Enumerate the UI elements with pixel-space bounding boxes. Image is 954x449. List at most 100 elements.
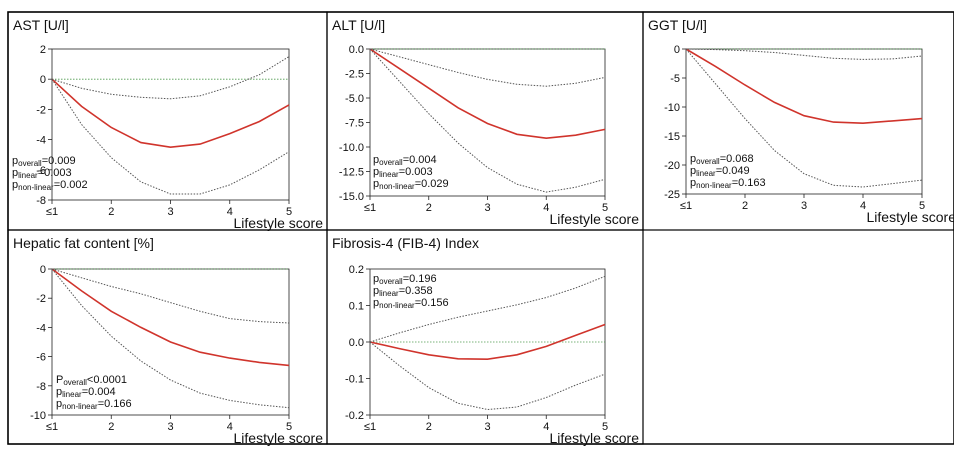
p-value-non-linear: pnon-linear=0.156 [373,297,449,310]
series-ci-lower [369,48,606,193]
series-ci-upper [369,275,606,343]
series-estimate [369,323,606,361]
y-tick-label: -2.5 [345,69,364,81]
x-tick-label: 5 [286,206,292,218]
p-value-overall: poverall=0.068 [690,153,754,166]
y-tick-label: 0 [674,44,680,56]
y-tick-label: -8 [36,381,46,393]
x-tick-label: ≤1 [364,202,376,214]
y-tick-label: 0.2 [349,264,364,276]
x-axis-label: Lifestyle score [550,211,640,227]
p-value-linear: plinear=0.003 [373,166,433,179]
panel-title: GGT [U/l] [648,17,707,33]
p-value-non-linear: pnon-linear=0.166 [56,398,132,411]
y-tick-label: -20 [664,160,680,172]
y-tick-label: -10.0 [339,142,364,154]
panel-2: ALT [U/l] -15.0 -12.5 -10.0 -7.5 -5.0 -2.5 0.0 ≤… [326,11,644,231]
x-tick-label: 5 [286,421,292,433]
series-ci-lower [51,78,290,195]
p-value-overall: poverall=0.009 [12,155,76,168]
p-value-non-linear: pnon-linear=0.163 [690,177,766,190]
x-tick-label: 5 [602,202,608,214]
y-tick-label: 2 [40,44,46,56]
x-axis-label: Lifestyle score [550,430,640,446]
y-tick-label: 0.1 [349,301,364,313]
x-tick-label: ≤1 [364,421,376,433]
y-tick-label: -7.5 [345,118,364,130]
x-tick-label: 2 [742,200,748,212]
y-tick-label: -12.5 [339,167,364,179]
y-tick-label: -6 [36,165,46,177]
series-estimate [51,78,290,149]
y-tick-label: -0.2 [345,410,364,422]
y-tick-label: -25 [664,189,680,201]
x-axis-label: Lifestyle score [234,430,324,446]
y-tick-label: 0.0 [349,44,364,56]
x-tick-label: 4 [227,421,233,433]
panel-frame [7,11,328,231]
x-tick-label: ≤1 [680,200,692,212]
y-tick-label: 0 [40,74,46,86]
y-tick-label: -10 [664,102,680,114]
p-value-non-linear: pnon-linear=0.029 [373,178,449,191]
series-estimate [685,48,923,125]
panel-4: Hepatic fat content [%] -10 -8 -6 -4 -2 0 ≤1 2 3 4… [7,229,328,446]
y-tick-label: -4 [36,322,46,334]
x-axis-label: Lifestyle score [867,209,954,225]
p-value-linear: plinear=0.003 [12,167,72,180]
x-tick-label: 3 [167,206,173,218]
series-ci-upper [369,48,606,87]
x-tick-label: 3 [484,202,490,214]
x-tick-label: 2 [108,421,114,433]
panel-frame [642,11,954,231]
x-tick-label: 3 [167,421,173,433]
panel-3: GGT [U/l] -25 -20 -15 -10 -5 0 ≤1 2 3 4 5Lifestyle … [642,11,954,231]
y-tick-label: -4 [36,135,46,147]
p-value-linear: plinear=0.358 [373,285,433,298]
x-tick-label: 2 [426,202,432,214]
series-ci-lower [685,48,923,188]
x-tick-label: ≤1 [46,421,58,433]
p-value-linear: plinear=0.004 [56,386,116,399]
panel-frame [326,229,644,445]
y-tick-label: -5.0 [345,93,364,105]
series-ci-upper [51,56,290,100]
series-ci-upper [51,268,290,324]
y-tick-label: -2 [36,293,46,305]
y-tick-label: -2 [36,104,46,116]
x-tick-label: 4 [543,421,549,433]
x-tick-label: 5 [602,421,608,433]
series-ci-upper [685,48,923,60]
y-tick-label: -0.1 [345,374,364,386]
series-estimate [51,268,290,367]
x-tick-label: 4 [860,200,866,212]
series-ci-lower [51,268,290,409]
x-tick-label: 4 [227,206,233,218]
y-tick-label: -8 [36,195,46,207]
panel-title: Fibrosis-4 (FIB-4) Index [332,235,479,251]
x-tick-label: 2 [108,206,114,218]
p-value-non-linear: pnon-linear=0.002 [12,179,88,192]
x-tick-label: 3 [801,200,807,212]
figure-frame [7,11,954,445]
y-tick-label: 0.0 [349,337,364,349]
y-tick-label: 0 [40,264,46,276]
panel-frame [7,229,328,445]
x-tick-label: ≤1 [46,206,58,218]
series-estimate [369,48,606,140]
x-tick-label: 4 [543,202,549,214]
panel-title: Hepatic fat content [%] [13,235,154,251]
p-value-linear: plinear=0.049 [690,165,750,178]
x-tick-label: 2 [426,421,432,433]
panel-title: ALT [U/l] [332,17,385,33]
y-tick-label: -6 [36,352,46,364]
panel-frame [326,11,644,231]
y-tick-label: -15.0 [339,191,364,203]
x-tick-label: 3 [484,421,490,433]
p-value-overall: poverall=0.196 [373,273,437,286]
panel-5: Fibrosis-4 (FIB-4) Index -0.2 -0.1 0.0 0.1 0.… [326,229,644,446]
x-tick-label: 5 [919,200,925,212]
y-tick-label: -15 [664,131,680,143]
